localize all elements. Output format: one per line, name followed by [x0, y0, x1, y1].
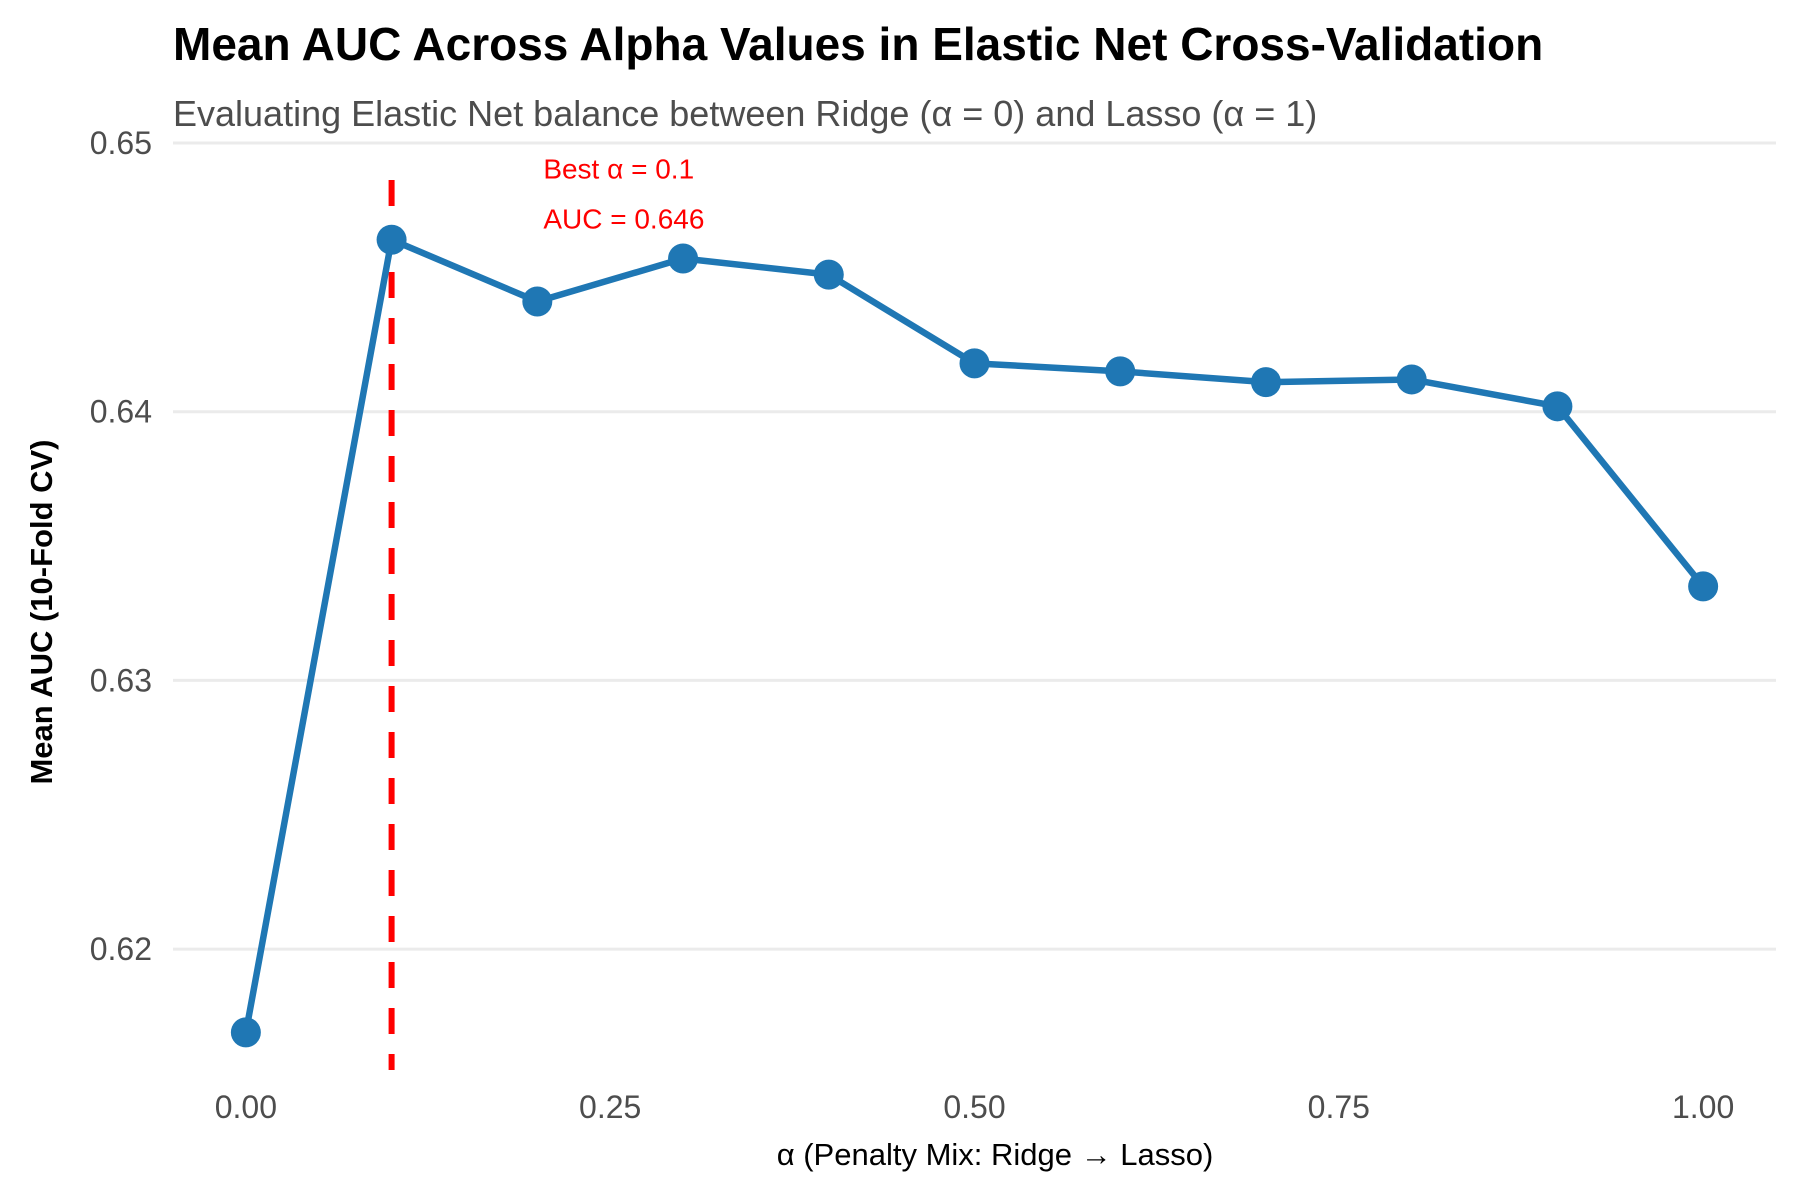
annotation-line-1: AUC = 0.646: [543, 204, 704, 235]
annotation-layer: Best α = 0.1 AUC = 0.646: [543, 154, 704, 235]
x-axis-title: α (Penalty Mix: Ridge → Lasso): [777, 1137, 1214, 1172]
data-point: [230, 1017, 261, 1048]
x-tick-label: 1.00: [1672, 1089, 1734, 1125]
annotation-line-0: Best α = 0.1: [543, 154, 694, 185]
data-point: [813, 259, 844, 290]
data-point: [1105, 356, 1136, 387]
data-point: [1542, 391, 1573, 422]
data-point: [376, 224, 407, 255]
chart-subtitle: Evaluating Elastic Net balance between R…: [173, 93, 1317, 134]
y-tick-label: 0.62: [90, 931, 152, 967]
x-tick-label: 0.00: [215, 1089, 277, 1125]
y-tick-label: 0.64: [90, 394, 152, 430]
x-tick-label: 0.25: [579, 1089, 641, 1125]
chart-title: Mean AUC Across Alpha Values in Elastic …: [173, 18, 1543, 70]
data-point: [1688, 571, 1719, 602]
data-point: [522, 286, 553, 317]
data-point: [1250, 367, 1281, 398]
gridlines: [173, 141, 1776, 951]
y-axis-ticks: 0.62 0.63 0.64 0.65: [90, 125, 152, 967]
x-tick-label: 0.75: [1308, 1089, 1370, 1125]
data-point: [668, 243, 699, 274]
data-point: [959, 348, 990, 379]
points-layer: [230, 224, 1719, 1048]
data-point: [1396, 364, 1427, 395]
y-axis-title: Mean AUC (10-Fold CV): [24, 439, 59, 784]
x-axis-ticks: 0.00 0.25 0.50 0.75 1.00: [215, 1089, 1735, 1125]
y-tick-label: 0.63: [90, 662, 152, 698]
x-tick-label: 0.50: [943, 1089, 1005, 1125]
y-tick-label: 0.65: [90, 125, 152, 161]
